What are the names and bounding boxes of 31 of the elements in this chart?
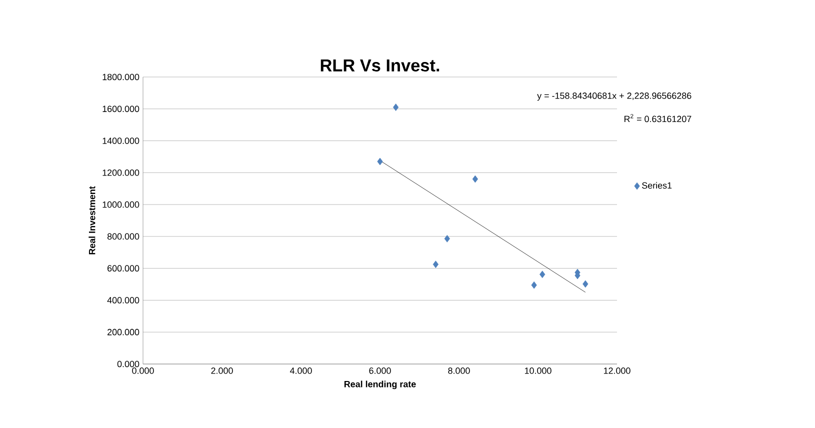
x-tick-label: 12.000 [604, 368, 630, 374]
point [432, 260, 439, 268]
x-tick-label: 10.000 [524, 368, 552, 374]
y-tick-label: 1400.000 [102, 138, 140, 144]
y-tick-label: 1000.000 [102, 201, 140, 208]
legend-label: Series1 [642, 182, 672, 189]
y-tick-label: 800.000 [107, 233, 140, 240]
point [531, 281, 537, 289]
y-tick-label: 400.000 [107, 297, 140, 304]
annotation: y = -158.84340681x + 2,228.96566286 [537, 92, 692, 101]
point [472, 175, 478, 183]
x-tick-label: 8.000 [448, 368, 470, 374]
y-tick-label: 1600.000 [102, 106, 140, 112]
x-tick-label: 6.000 [369, 368, 391, 374]
point [582, 280, 588, 288]
x-tick-label: 0.000 [132, 368, 154, 374]
y-axis-title: Real Investment [88, 186, 96, 254]
point [540, 270, 546, 278]
x-axis-title: Real lending rate [344, 380, 416, 390]
y-tick-label: 1800.000 [102, 74, 140, 80]
y-tick-label: 0.000 [117, 360, 140, 368]
point [444, 234, 450, 242]
point [392, 104, 399, 111]
y-tick-label: 600.000 [108, 265, 140, 272]
chart-title: RLR Vs Invest. [320, 59, 440, 72]
text: R$^{2}$ = 0.63161207 [624, 114, 692, 122]
x-tick-label: 4.000 [290, 368, 312, 374]
y-tick-label: 1200.000 [102, 169, 140, 176]
x-tick-label: 2.000 [211, 368, 233, 374]
y-tick-label: 200.000 [108, 328, 140, 336]
point [377, 158, 383, 166]
